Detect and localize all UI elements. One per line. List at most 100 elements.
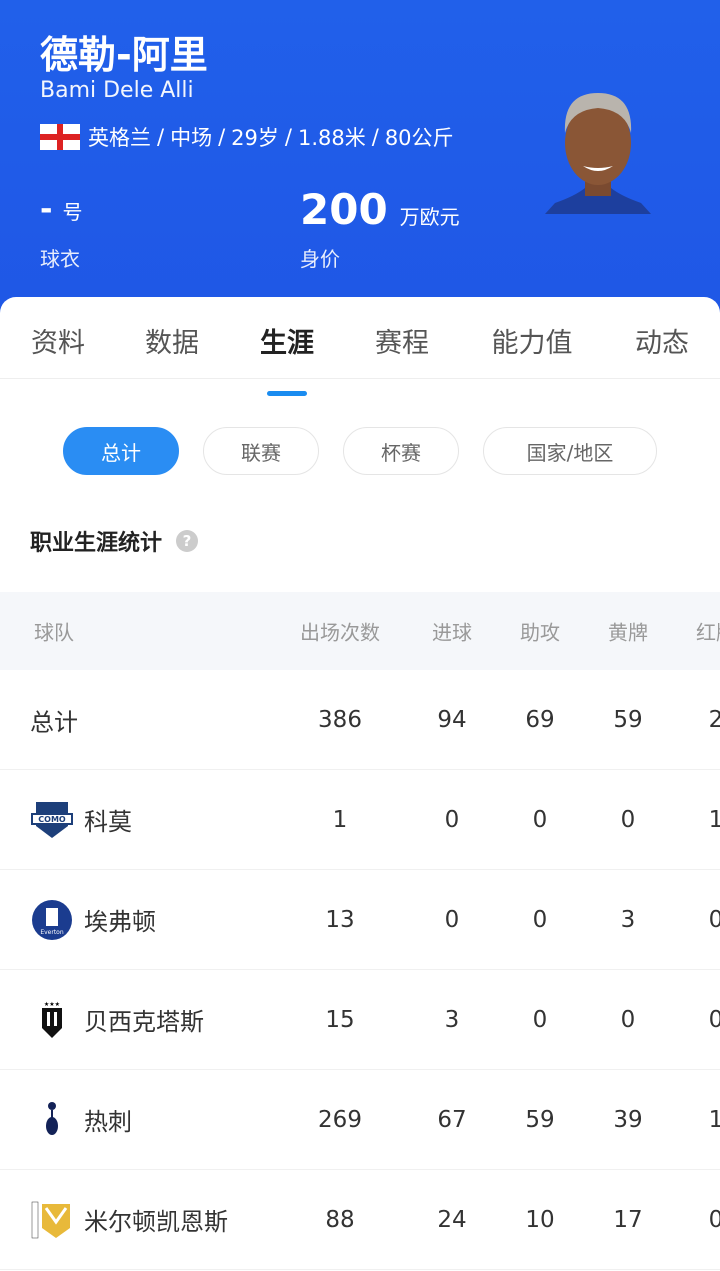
market-value: 200 万欧元 <box>300 185 460 234</box>
shirt-number-value: - <box>40 192 53 227</box>
tab-ability[interactable]: 能力值 <box>491 328 573 359</box>
section-title: 职业生涯统计? <box>30 525 199 557</box>
table-row[interactable]: 总计 386 94 69 59 2 <box>0 670 720 770</box>
tab-profile[interactable]: 资料 <box>31 328 85 359</box>
team-cell: ★★★ 贝西克塔斯 <box>30 998 204 1042</box>
svg-text:COMO: COMO <box>38 815 66 824</box>
sep: / <box>371 125 379 149</box>
position: 中场 <box>170 126 213 150</box>
sep: / <box>284 125 292 149</box>
apps-cell: 13 <box>325 906 355 933</box>
active-tab-indicator <box>267 391 307 396</box>
height: 1.88米 <box>297 126 366 150</box>
apps-cell: 269 <box>318 1106 362 1133</box>
red-cell: 0 <box>708 1206 720 1233</box>
team-name: 热刺 <box>84 1108 132 1136</box>
player-name: 德勒-阿里 <box>40 33 208 77</box>
team-name: 贝西克塔斯 <box>84 1008 204 1036</box>
goals-cell: 3 <box>444 1006 460 1033</box>
shirt-label: 球衣 <box>40 247 80 271</box>
besiktas-logo-icon: ★★★ <box>30 998 74 1042</box>
market-value-number: 200 <box>300 185 388 234</box>
yellow-cell: 59 <box>613 706 643 733</box>
tottenham-logo-icon <box>30 1098 74 1142</box>
assists-cell: 59 <box>525 1106 555 1133</box>
svg-text:Everton: Everton <box>40 929 64 936</box>
market-value-unit: 万欧元 <box>399 205 460 229</box>
red-cell: 2 <box>708 706 720 733</box>
player-photo <box>545 93 651 214</box>
como-logo-icon: COMO <box>30 798 74 842</box>
apps-cell: 386 <box>318 706 362 733</box>
apps-cell: 1 <box>332 806 348 833</box>
goals-cell: 0 <box>444 806 460 833</box>
england-flag-icon <box>40 124 80 150</box>
filter-total[interactable]: 总计 <box>63 427 179 475</box>
yellow-cell: 39 <box>613 1106 643 1133</box>
col-red: 红牌 <box>696 620 720 645</box>
content-card: 资料 数据 生涯 赛程 能力值 动态 总计 联赛 杯赛 国家/地区 职业生涯统计… <box>0 297 720 1271</box>
svg-text:★★★: ★★★ <box>44 1001 60 1008</box>
tab-news[interactable]: 动态 <box>635 328 689 359</box>
goals-cell: 94 <box>437 706 467 733</box>
col-goals: 进球 <box>432 620 472 645</box>
team-name: 埃弗顿 <box>84 908 156 936</box>
table-row[interactable]: COMO 科莫 1 0 0 0 1 <box>0 770 720 870</box>
sep: / <box>218 125 226 149</box>
table-row[interactable]: 米尔顿凯恩斯 88 24 10 17 0 <box>0 1170 720 1270</box>
goals-cell: 67 <box>437 1106 467 1133</box>
goals-cell: 24 <box>437 1206 467 1233</box>
col-apps: 出场次数 <box>300 620 380 645</box>
table-row[interactable]: Everton 埃弗顿 13 0 0 3 0 <box>0 870 720 970</box>
section-title-text: 职业生涯统计 <box>30 531 163 556</box>
sep: / <box>157 125 165 149</box>
apps-cell: 15 <box>325 1006 355 1033</box>
nationality: 英格兰 <box>88 126 151 150</box>
red-cell: 1 <box>708 806 720 833</box>
age: 29岁 <box>231 126 279 150</box>
tab-stats[interactable]: 数据 <box>145 328 199 359</box>
tab-bar: 资料 数据 生涯 赛程 能力值 动态 <box>0 317 720 396</box>
yellow-cell: 0 <box>620 806 636 833</box>
team-cell: COMO 科莫 <box>30 798 132 842</box>
assists-cell: 0 <box>532 1006 548 1033</box>
team-cell: 热刺 <box>30 1098 132 1142</box>
table-row[interactable]: ★★★ 贝西克塔斯 15 3 0 0 0 <box>0 970 720 1070</box>
red-cell: 0 <box>708 1006 720 1033</box>
team-name: 总计 <box>30 708 78 736</box>
filter-league[interactable]: 联赛 <box>203 427 319 475</box>
shirt-number: -号 <box>40 192 82 227</box>
weight: 80公斤 <box>384 126 454 150</box>
everton-logo-icon: Everton <box>30 898 74 942</box>
market-value-label: 身价 <box>300 247 340 271</box>
col-yellow: 黄牌 <box>608 620 648 645</box>
tab-career[interactable]: 生涯 <box>260 328 314 359</box>
team-name: 科莫 <box>84 808 132 836</box>
goals-cell: 0 <box>444 906 460 933</box>
help-icon[interactable]: ? <box>176 530 199 552</box>
yellow-cell: 17 <box>613 1206 643 1233</box>
yellow-cell: 3 <box>620 906 636 933</box>
apps-cell: 88 <box>325 1206 355 1233</box>
team-cell: 米尔顿凯恩斯 <box>30 1198 228 1242</box>
player-header: 德勒-阿里 Bami Dele Alli 英格兰 / 中场 / 29岁 / 1.… <box>0 0 720 320</box>
mk-dons-logo-icon <box>30 1198 74 1242</box>
tab-schedule[interactable]: 赛程 <box>375 328 429 359</box>
table-header: 球队 出场次数 进球 助攻 黄牌 红牌 <box>0 592 720 670</box>
yellow-cell: 0 <box>620 1006 636 1033</box>
col-team: 球队 <box>34 620 74 645</box>
team-cell: 总计 <box>30 702 78 737</box>
col-assists: 助攻 <box>520 620 560 645</box>
assists-cell: 69 <box>525 706 555 733</box>
filter-national[interactable]: 国家/地区 <box>483 427 657 475</box>
filter-cup[interactable]: 杯赛 <box>343 427 459 475</box>
assists-cell: 0 <box>532 806 548 833</box>
player-english-name: Bami Dele Alli <box>40 78 194 103</box>
player-meta: 英格兰 / 中场 / 29岁 / 1.88米 / 80公斤 <box>40 122 454 152</box>
team-name: 米尔顿凯恩斯 <box>84 1208 228 1236</box>
red-cell: 1 <box>708 1106 720 1133</box>
shirt-unit: 号 <box>62 200 83 224</box>
table-row[interactable]: 热刺 269 67 59 39 1 <box>0 1070 720 1170</box>
assists-cell: 0 <box>532 906 548 933</box>
assists-cell: 10 <box>525 1206 555 1233</box>
